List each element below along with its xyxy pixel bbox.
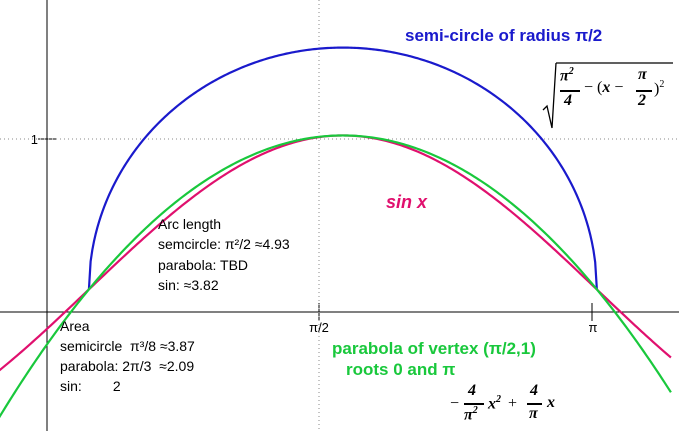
area-parabola: parabola: 2π/3 ≈2.09 [60,358,195,374]
area-sin: sin: 2 [60,378,121,394]
arc-length-title: Arc length [158,216,222,232]
x-tick-label-pi: π [589,320,598,335]
x-tick-label-half-pi: π/2 [309,320,329,335]
y-tick-label-one: 1 [31,132,38,147]
area-title: Area [60,318,90,334]
parabola-formula: − 4 π2 x2 + 4 π x [450,382,555,424]
arc-length-parabola: parabola: TBD [158,257,249,273]
area-semicircle: semicircle π³/8 ≈3.87 [60,338,195,354]
sqrt-radical-sign [542,62,557,129]
semicircle-title: semi-circle of radius π/2 [405,26,603,45]
parabola-title-line2: roots 0 and π [346,360,456,379]
parabola-title-line1: parabola of vertex (π/2,1) [332,339,536,358]
semicircle-curve [87,46,598,290]
parabola-curve [0,134,672,419]
arc-length-semicircle: semcircle: π²/2 ≈4.93 [158,236,290,252]
sin-label: sin x [386,192,428,212]
arc-length-sin: sin: ≈3.82 [158,277,219,293]
semicircle-formula: π2 4 − (x − π 2 )2 [560,66,665,109]
